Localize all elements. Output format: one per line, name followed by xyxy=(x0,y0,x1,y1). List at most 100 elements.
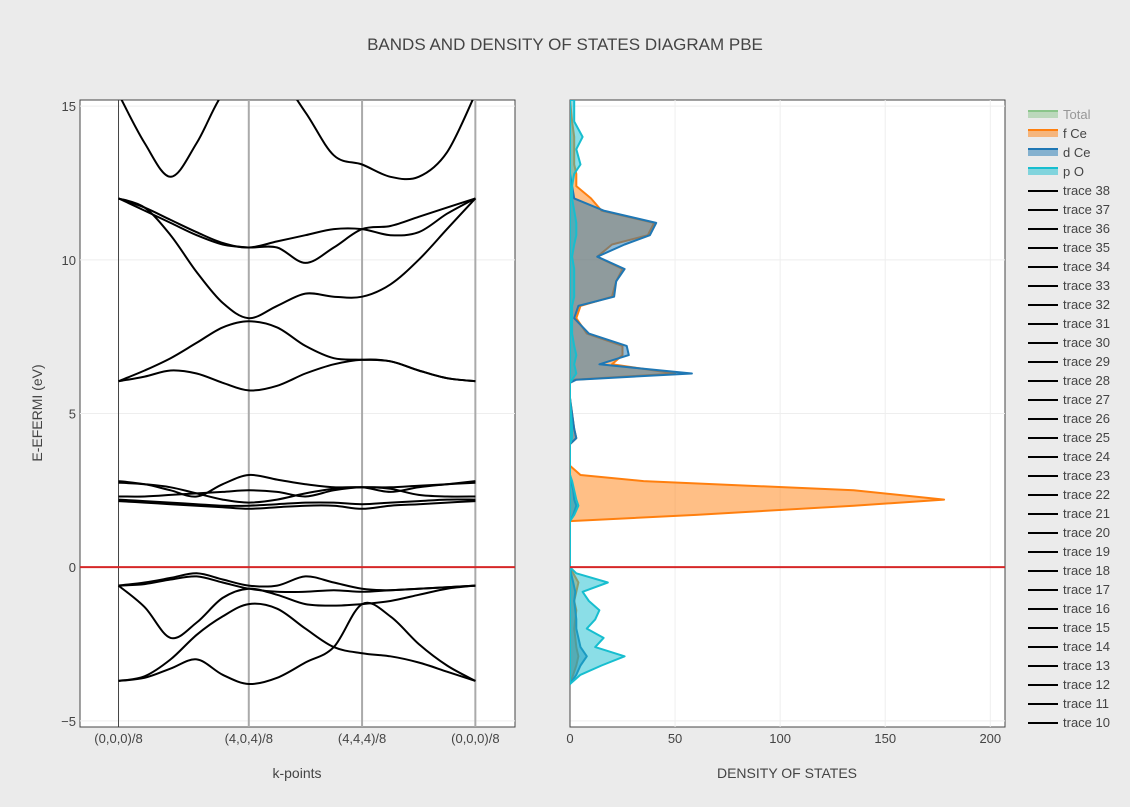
legend-label: trace 24 xyxy=(1063,449,1110,464)
legend-label: trace 22 xyxy=(1063,487,1110,502)
legend-item[interactable]: trace 14 xyxy=(1028,639,1110,654)
legend-item[interactable]: trace 25 xyxy=(1028,430,1110,445)
legend-label: trace 38 xyxy=(1063,183,1110,198)
legend-item[interactable]: trace 36 xyxy=(1028,221,1110,236)
energy-tick-label: 0 xyxy=(69,560,76,575)
dos-panel[interactable]: 0 50 100 150 200 DENSITY OF STATES xyxy=(566,99,1006,781)
dos-tick-label: 50 xyxy=(668,731,682,746)
legend-label: trace 20 xyxy=(1063,525,1110,540)
legend-item[interactable]: trace 29 xyxy=(1028,354,1110,369)
legend-label: trace 35 xyxy=(1063,240,1110,255)
band-line xyxy=(118,500,476,510)
legend-item[interactable]: trace 16 xyxy=(1028,601,1110,616)
band-line xyxy=(118,601,476,686)
legend-item[interactable]: trace 19 xyxy=(1028,544,1110,559)
legend-label: trace 15 xyxy=(1063,620,1110,635)
legend-label: trace 23 xyxy=(1063,468,1110,483)
legend-item[interactable]: d Ce xyxy=(1028,145,1090,160)
legend-item[interactable]: trace 35 xyxy=(1028,240,1110,255)
band-lines xyxy=(117,100,477,686)
dos-tick-label: 0 xyxy=(566,731,573,746)
band-line xyxy=(117,584,476,640)
legend-item[interactable]: trace 12 xyxy=(1028,677,1110,692)
legend-label: trace 37 xyxy=(1063,202,1110,217)
dos-x-axis-label: DENSITY OF STATES xyxy=(717,765,857,781)
legend-item[interactable]: trace 28 xyxy=(1028,373,1110,388)
legend[interactable]: Total f Ce d Ce p O trace 38 trace 37 trace 36… xyxy=(1028,107,1110,730)
bands-x-axis-label: k-points xyxy=(272,765,321,781)
kpoint-tick-label: (0,0,0)/8 xyxy=(94,731,142,746)
legend-label: trace 12 xyxy=(1063,677,1110,692)
legend-label: trace 13 xyxy=(1063,658,1110,673)
legend-swatch xyxy=(1028,168,1058,175)
legend-swatch xyxy=(1028,130,1058,137)
legend-item[interactable]: trace 38 xyxy=(1028,183,1110,198)
legend-item[interactable]: trace 27 xyxy=(1028,392,1110,407)
legend-item[interactable]: trace 11 xyxy=(1028,696,1109,711)
dos-tick-label: 200 xyxy=(979,731,1001,746)
legend-item[interactable]: trace 23 xyxy=(1028,468,1110,483)
dos-area xyxy=(570,100,626,685)
legend-label: trace 28 xyxy=(1063,373,1110,388)
legend-label: trace 31 xyxy=(1063,316,1110,331)
legend-label: trace 33 xyxy=(1063,278,1110,293)
legend-item[interactable]: trace 17 xyxy=(1028,582,1110,597)
kpoint-tick-label: (4,4,4)/8 xyxy=(338,731,386,746)
band-line xyxy=(118,320,476,383)
legend-label: trace 19 xyxy=(1063,544,1110,559)
legend-label: p O xyxy=(1063,164,1084,179)
legend-item[interactable]: trace 22 xyxy=(1028,487,1110,502)
legend-item[interactable]: trace 37 xyxy=(1028,202,1110,217)
chart-title: BANDS AND DENSITY OF STATES DIAGRAM PBE xyxy=(367,35,763,54)
legend-swatch xyxy=(1028,149,1058,156)
legend-label: trace 34 xyxy=(1063,259,1110,274)
legend-label: trace 32 xyxy=(1063,297,1110,312)
legend-item[interactable]: trace 33 xyxy=(1028,278,1110,293)
dos-tick-label: 150 xyxy=(874,731,896,746)
energy-tick-label: 5 xyxy=(69,407,76,422)
legend-label: trace 36 xyxy=(1063,221,1110,236)
legend-label: trace 16 xyxy=(1063,601,1110,616)
dos-areas xyxy=(570,100,946,685)
legend-item[interactable]: trace 15 xyxy=(1028,620,1110,635)
legend-item[interactable]: trace 31 xyxy=(1028,316,1110,331)
legend-label: trace 25 xyxy=(1063,430,1110,445)
legend-label: trace 14 xyxy=(1063,639,1110,654)
kpoint-lines xyxy=(118,100,477,727)
legend-label: trace 26 xyxy=(1063,411,1110,426)
legend-item[interactable]: trace 20 xyxy=(1028,525,1110,540)
legend-item[interactable]: p O xyxy=(1028,164,1084,179)
legend-item[interactable]: trace 18 xyxy=(1028,563,1110,578)
band-line xyxy=(118,498,476,507)
legend-item[interactable]: trace 32 xyxy=(1028,297,1110,312)
legend-item[interactable]: f Ce xyxy=(1028,126,1087,141)
legend-label: trace 11 xyxy=(1063,696,1109,711)
legend-item[interactable]: trace 21 xyxy=(1028,506,1110,521)
legend-item[interactable]: trace 24 xyxy=(1028,449,1110,464)
legend-label: trace 18 xyxy=(1063,563,1110,578)
energy-tick-label: 10 xyxy=(62,253,76,268)
energy-tick-label: 15 xyxy=(62,99,76,114)
legend-label: trace 29 xyxy=(1063,354,1110,369)
legend-label: Total xyxy=(1063,107,1091,122)
band-line xyxy=(118,481,476,504)
legend-item[interactable]: trace 30 xyxy=(1028,335,1110,350)
band-line xyxy=(118,197,477,320)
legend-label: trace 21 xyxy=(1063,506,1110,521)
band-line xyxy=(118,197,476,264)
legend-item[interactable]: Total xyxy=(1028,107,1091,122)
legend-item[interactable]: trace 13 xyxy=(1028,658,1110,673)
legend-label: trace 30 xyxy=(1063,335,1110,350)
energy-tick-labels: −5 0 5 10 15 xyxy=(61,99,76,729)
legend-item[interactable]: trace 34 xyxy=(1028,259,1110,274)
legend-item[interactable]: trace 10 xyxy=(1028,715,1110,730)
band-line xyxy=(118,602,476,682)
legend-item[interactable]: trace 26 xyxy=(1028,411,1110,426)
legend-label: trace 17 xyxy=(1063,582,1110,597)
band-line xyxy=(118,473,476,498)
legend-swatch xyxy=(1028,111,1058,118)
band-line xyxy=(118,197,476,249)
legend-label: trace 27 xyxy=(1063,392,1110,407)
